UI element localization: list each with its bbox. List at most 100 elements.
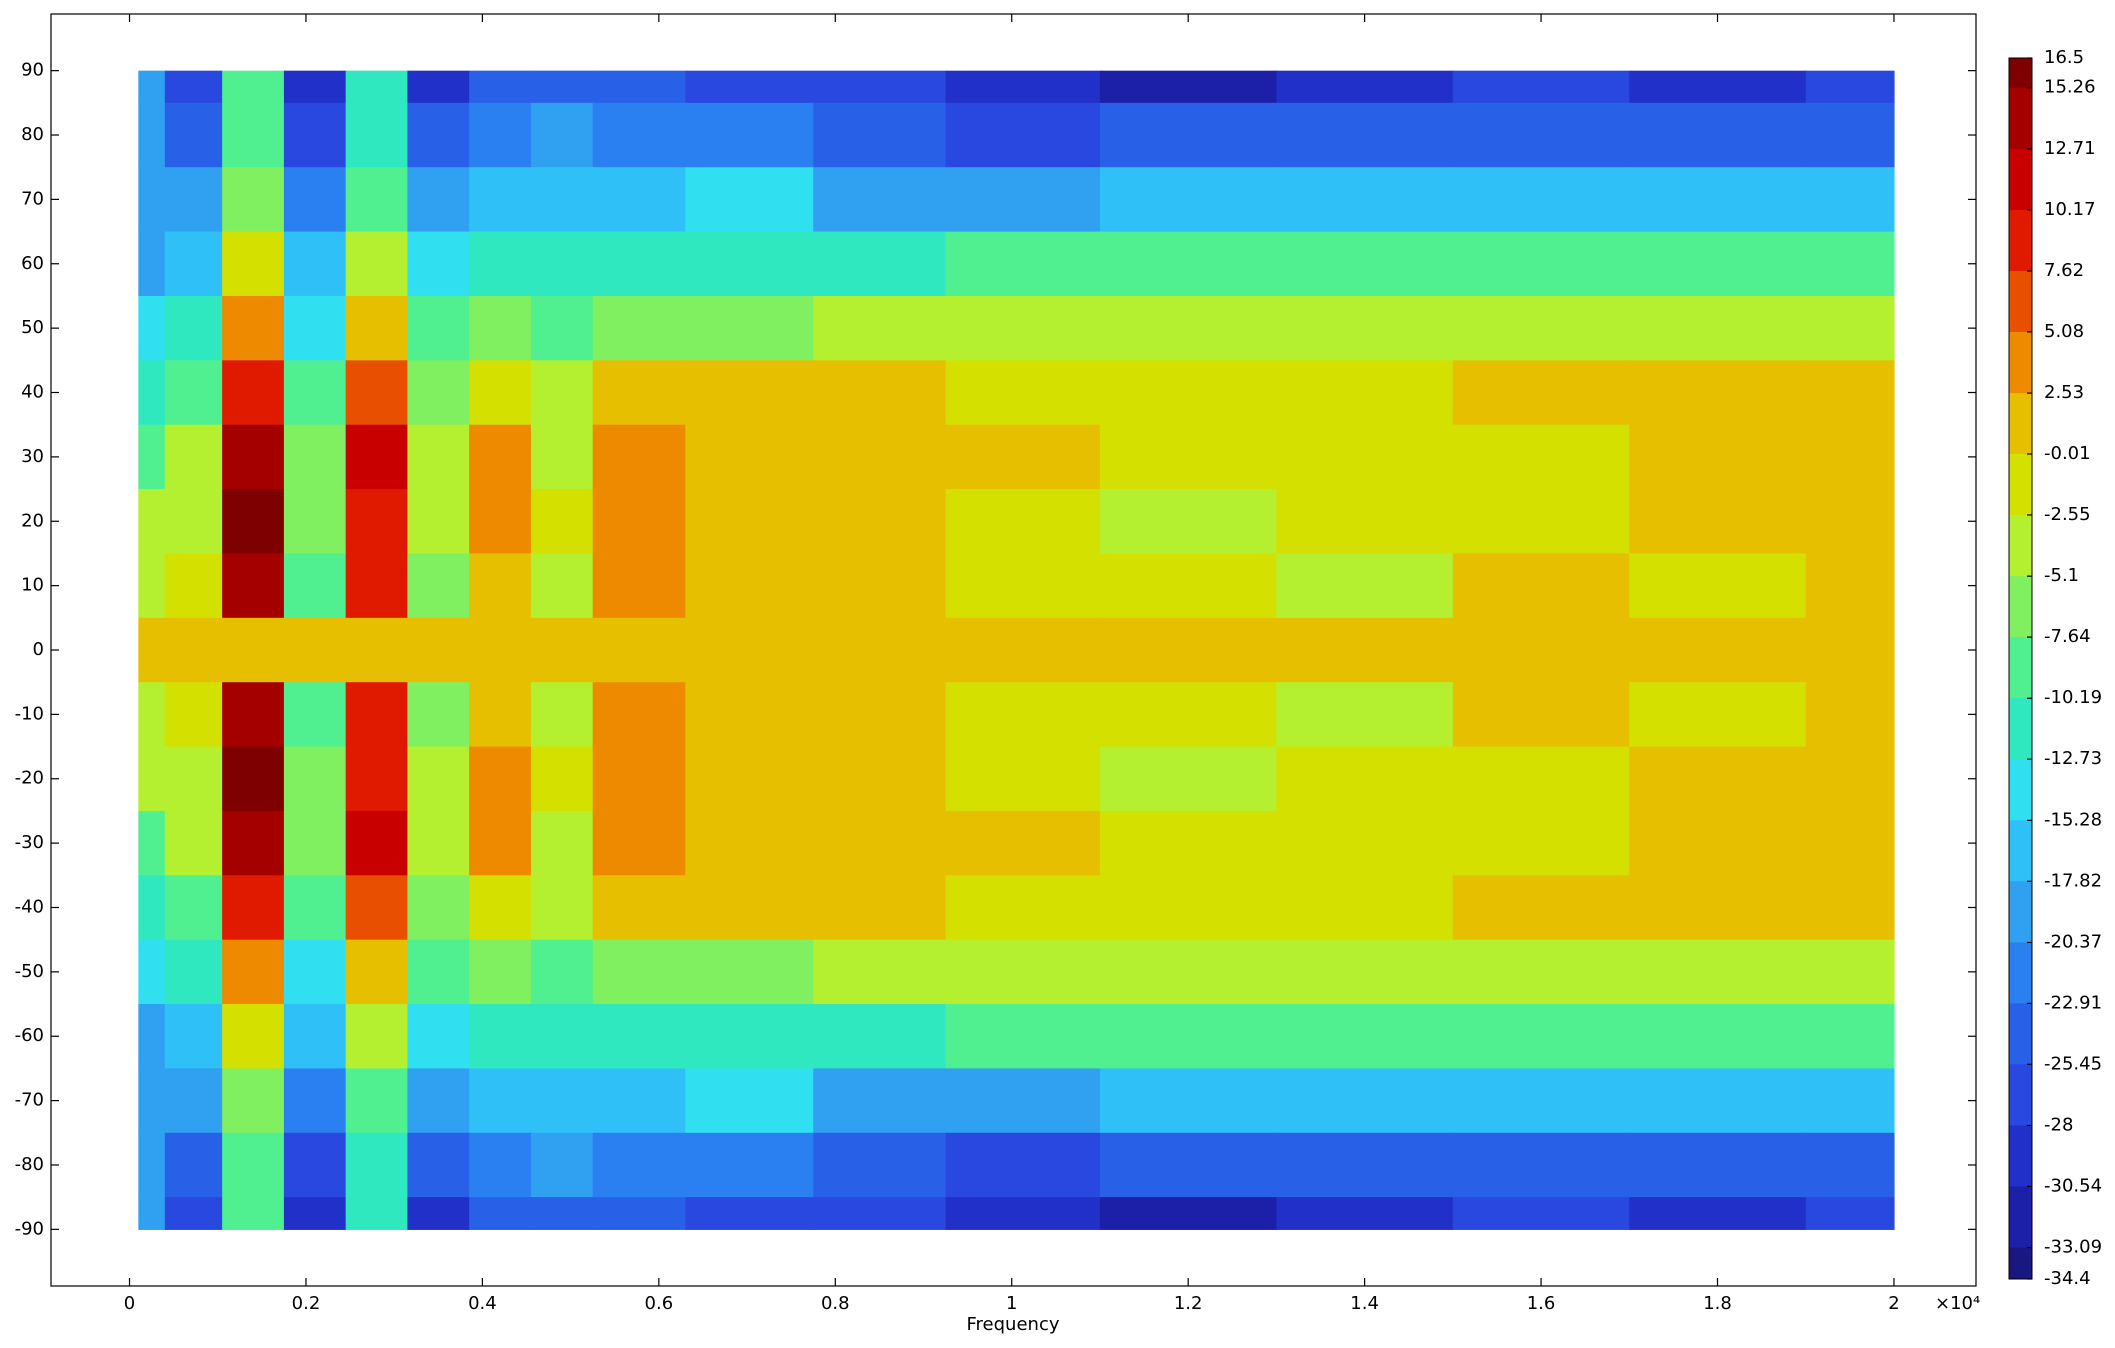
contour-cell bbox=[813, 617, 947, 683]
contour-cell bbox=[164, 167, 223, 233]
colorbar-label: -12.73 bbox=[2044, 748, 2102, 769]
contour-cell bbox=[1276, 1132, 1454, 1198]
contour-cell bbox=[164, 939, 223, 1005]
contour-cell bbox=[1805, 295, 1895, 361]
colorbar-band bbox=[2009, 1125, 2032, 1187]
contour-cell bbox=[530, 231, 594, 297]
colorbar-frame bbox=[2008, 57, 2033, 1280]
colorbar-band bbox=[2009, 58, 2032, 89]
contour-cell bbox=[1099, 167, 1278, 233]
contour-cell bbox=[592, 810, 686, 876]
contour-cell bbox=[222, 360, 285, 426]
contour-cell bbox=[407, 102, 470, 168]
contour-cell bbox=[1452, 167, 1630, 233]
contour-cell bbox=[1629, 489, 1807, 555]
x-tick-label: 2 bbox=[1888, 1293, 1899, 1314]
contour-cell bbox=[1099, 424, 1278, 490]
contour-cell bbox=[138, 231, 166, 297]
y-tick-label: 40 bbox=[21, 382, 44, 403]
contour-cell bbox=[1099, 617, 1278, 683]
contour-cell bbox=[813, 489, 947, 555]
contour-cell bbox=[407, 231, 470, 297]
contour-cell bbox=[685, 295, 814, 361]
contour-cell bbox=[407, 489, 470, 555]
contour-cell bbox=[1452, 70, 1630, 104]
contour-cell bbox=[164, 1132, 223, 1198]
contour-cell bbox=[345, 167, 409, 233]
contour-cell bbox=[283, 167, 347, 233]
contour-cell bbox=[345, 810, 409, 876]
contour-cell bbox=[138, 746, 166, 812]
contour-cell bbox=[945, 489, 1101, 555]
contour-cell bbox=[1805, 1132, 1895, 1198]
contour-cell bbox=[685, 682, 814, 748]
contour-cell bbox=[530, 1068, 594, 1134]
y-tick-label: -50 bbox=[15, 961, 44, 982]
contour-cell bbox=[1629, 70, 1807, 104]
contour-cell bbox=[164, 617, 223, 683]
colorbar-band bbox=[2009, 942, 2032, 1004]
contour-cell bbox=[283, 231, 347, 297]
contour-cell bbox=[1276, 553, 1454, 619]
contour-cell bbox=[945, 1004, 1101, 1070]
contour-cell bbox=[592, 70, 686, 104]
contour-cell bbox=[283, 875, 347, 941]
colorbar-band bbox=[2009, 331, 2032, 394]
contour-cell bbox=[345, 1068, 409, 1134]
contour-cell bbox=[222, 102, 285, 168]
contour-cell bbox=[530, 746, 594, 812]
contour-cell bbox=[1629, 1068, 1807, 1134]
contour-cell bbox=[813, 231, 947, 297]
contour-cell bbox=[469, 167, 532, 233]
contour-cell bbox=[1805, 424, 1895, 490]
contour-cell bbox=[164, 489, 223, 555]
contour-cell bbox=[345, 231, 409, 297]
contour-field bbox=[138, 70, 1895, 1230]
colorbar-band bbox=[2009, 514, 2032, 577]
contour-cell bbox=[1276, 875, 1454, 941]
contour-cell bbox=[592, 553, 686, 619]
colorbar-label: 7.62 bbox=[2044, 260, 2084, 281]
contour-cell bbox=[530, 167, 594, 233]
contour-cell bbox=[1452, 489, 1630, 555]
contour-cell bbox=[1452, 231, 1630, 297]
contour-cell bbox=[407, 875, 470, 941]
contour-cell bbox=[345, 295, 409, 361]
contour-cell bbox=[1629, 682, 1807, 748]
contour-cell bbox=[530, 70, 594, 104]
contour-cell bbox=[222, 746, 285, 812]
colorbar-band bbox=[2009, 698, 2032, 760]
colorbar-label: -0.01 bbox=[2044, 443, 2091, 464]
contour-cell bbox=[813, 810, 947, 876]
x-tick-label: 1.2 bbox=[1174, 1293, 1203, 1314]
contour-cell bbox=[592, 231, 686, 297]
contour-cell bbox=[685, 1197, 814, 1230]
contour-cell bbox=[1629, 360, 1807, 426]
contour-cell bbox=[164, 682, 223, 748]
contour-cell bbox=[945, 70, 1101, 104]
contour-cell bbox=[1452, 1132, 1630, 1198]
colorbar-label: 16.5 bbox=[2044, 47, 2084, 68]
contour-cell bbox=[283, 360, 347, 426]
x-tick-label: 1.8 bbox=[1703, 1293, 1732, 1314]
contour-cell bbox=[164, 810, 223, 876]
contour-cell bbox=[345, 102, 409, 168]
contour-cell bbox=[138, 875, 166, 941]
contour-cell bbox=[469, 231, 532, 297]
contour-cell bbox=[813, 295, 947, 361]
contour-cell bbox=[1629, 295, 1807, 361]
contour-cell bbox=[407, 424, 470, 490]
contour-cell bbox=[283, 102, 347, 168]
contour-cell bbox=[1276, 1004, 1454, 1070]
contour-cell bbox=[1805, 746, 1895, 812]
contour-cell bbox=[530, 424, 594, 490]
contour-cell bbox=[138, 1197, 166, 1230]
contour-cell bbox=[283, 810, 347, 876]
x-tick-label: 0 bbox=[124, 1293, 135, 1314]
contour-cell bbox=[222, 489, 285, 555]
colorbar-label: -17.82 bbox=[2044, 870, 2102, 891]
contour-cell bbox=[530, 810, 594, 876]
contour-cell bbox=[407, 167, 470, 233]
contour-cell bbox=[345, 489, 409, 555]
contour-cell bbox=[685, 424, 814, 490]
